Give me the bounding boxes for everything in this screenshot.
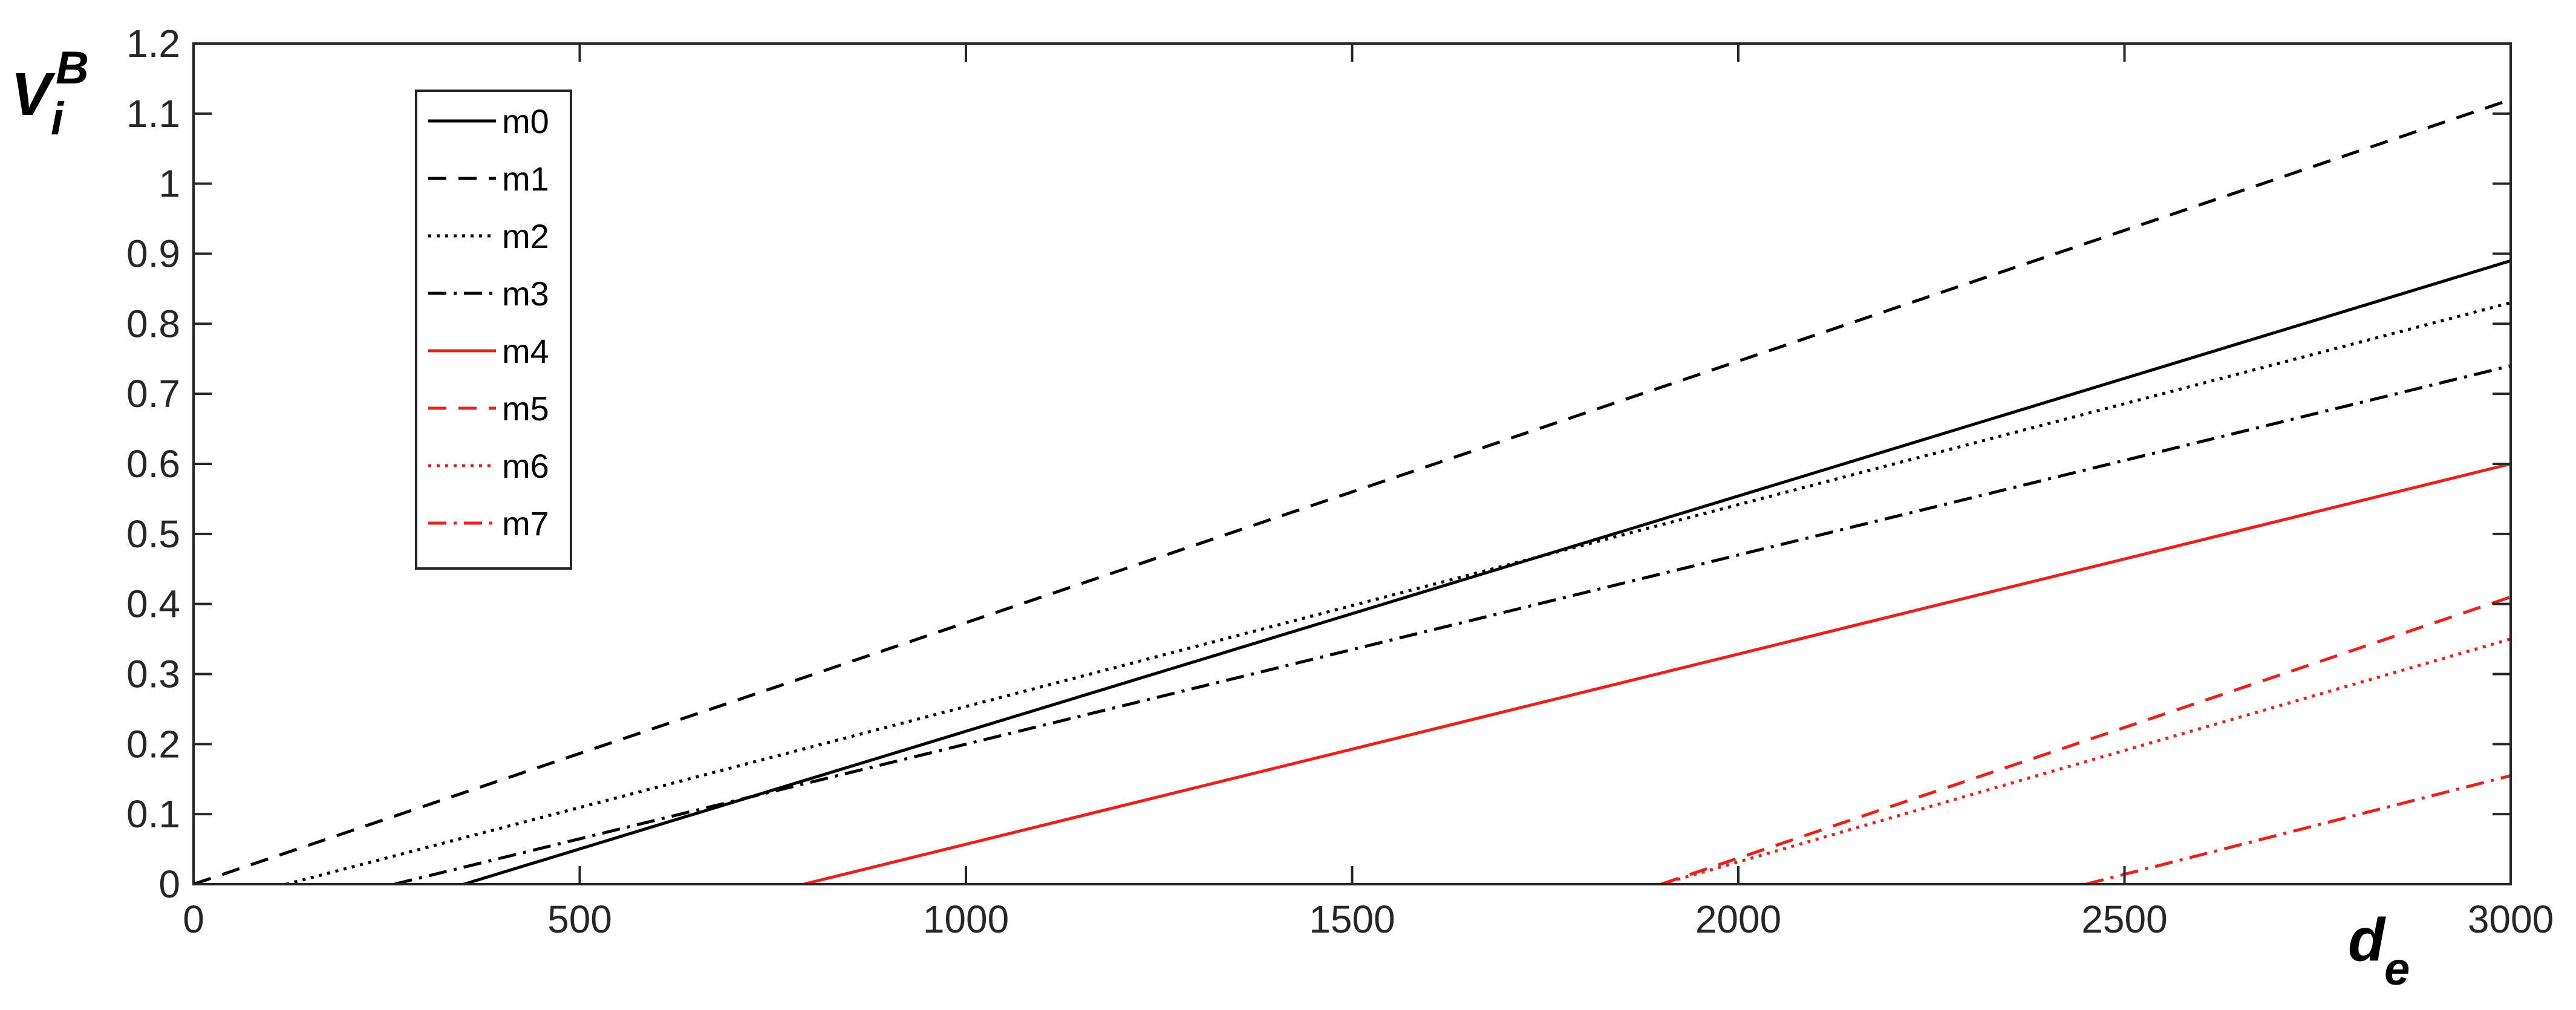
legend-label-m5: m5 [502,389,549,428]
y-tick-label: 0.6 [126,442,180,486]
x-tick-label: 2500 [2081,898,2167,941]
series-line-m4 [803,462,2511,886]
y-tick-label: 0.7 [126,372,180,415]
x-axis-label: d [2348,906,2386,974]
y-tick-label: 1.2 [126,22,180,65]
legend: m0 m1 m2 m3 m4 m5 m6 m7 [415,90,572,570]
series-line-m6 [1660,637,2511,886]
legend-label-m1: m1 [502,160,549,198]
series-line-m7 [2085,774,2511,886]
y-tick-label: 0.8 [126,302,180,345]
y-tick-label: 0.4 [126,582,180,626]
x-axis-label-subscript: e [2384,943,2410,995]
legend-label-m2: m2 [502,217,549,255]
series-layer [193,98,2511,886]
legend-label-m0: m0 [502,102,549,140]
y-axis-label-subscript: i [51,93,65,145]
y-tick-label: 0.5 [126,512,180,556]
y-tick-label: 0.2 [126,722,180,766]
ticks-layer: 0 500 1000 1500 2000 2500 3000 0 0.1 0.2 0.3 0.4 0.5… [126,22,2554,941]
x-tick-label: 2000 [1695,898,1781,941]
x-tick-label: 500 [547,898,612,941]
series-line-m2 [285,301,2511,886]
x-tick-label: 0 [183,898,204,941]
legend-label-m3: m3 [502,275,549,313]
x-tick-label: 3000 [2468,898,2554,941]
y-tick-label: 1.1 [126,92,180,135]
legend-label-m7: m7 [502,504,549,542]
y-axis-label: V [11,60,56,128]
y-tick-label: 0.9 [126,232,180,276]
x-tick-label: 1500 [1309,898,1395,941]
series-line-m0 [463,259,2511,886]
legend-label-m6: m6 [502,447,549,485]
legend-box [415,90,572,570]
series-line-m1 [193,98,2511,886]
y-tick-label: 0.3 [126,653,180,696]
y-tick-label: 0 [158,862,180,906]
y-tick-label: 0.1 [126,792,180,836]
y-tick-label: 1 [158,162,180,206]
x-tick-label: 1000 [923,898,1009,941]
series-line-m3 [394,364,2511,886]
y-axis-label-superscript: B [56,42,89,94]
legend-label-m4: m4 [502,332,549,370]
